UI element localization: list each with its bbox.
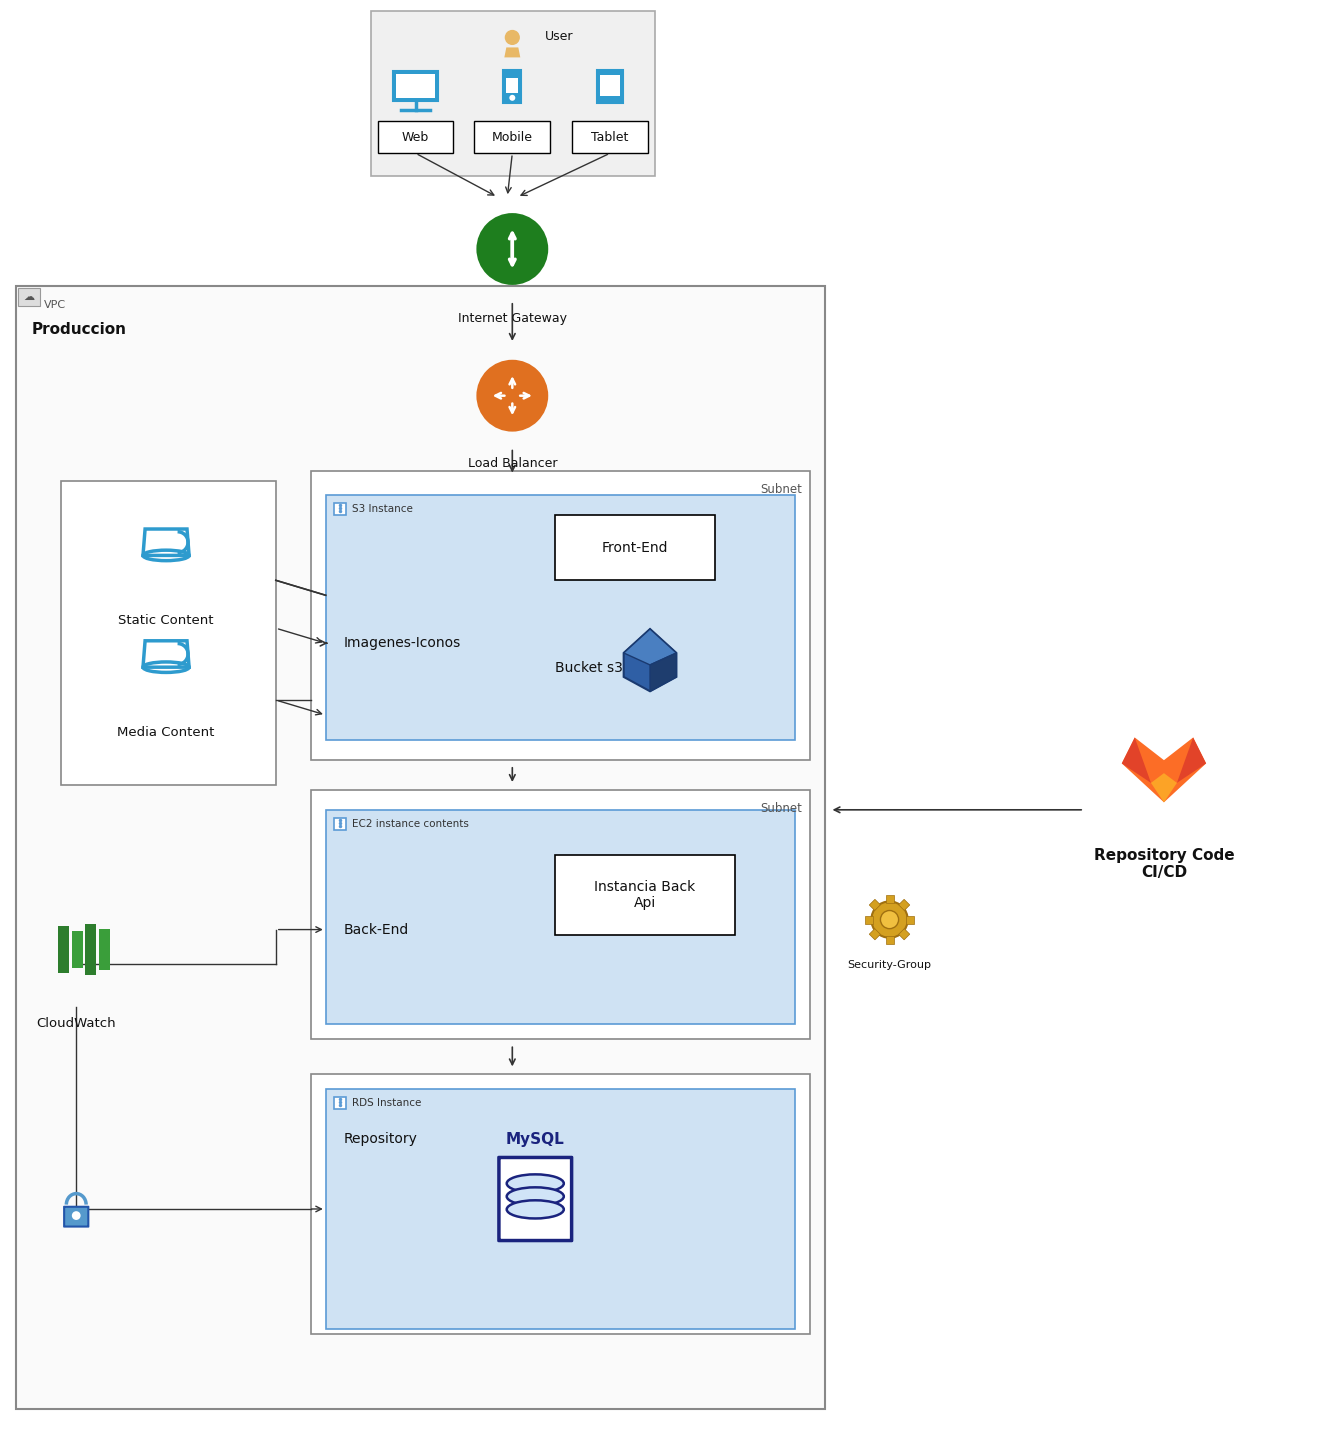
Text: User: User [546,30,574,44]
FancyBboxPatch shape [64,1207,89,1226]
Text: S3 Instance: S3 Instance [351,505,412,515]
FancyBboxPatch shape [334,503,346,515]
Polygon shape [885,895,893,903]
Text: Front-End: Front-End [602,541,668,554]
FancyBboxPatch shape [61,480,276,785]
Text: Instancia Back
Api: Instancia Back Api [595,879,696,910]
Polygon shape [898,929,910,940]
Circle shape [509,94,515,100]
Text: Load Balancer: Load Balancer [468,457,556,470]
Text: Static Content: Static Content [118,614,213,627]
FancyBboxPatch shape [572,122,648,154]
Polygon shape [1122,737,1151,784]
Polygon shape [869,900,880,910]
FancyBboxPatch shape [16,286,824,1409]
Polygon shape [885,936,893,945]
Text: Subnet: Subnet [759,483,802,495]
Text: Repository: Repository [343,1132,417,1146]
Text: RDS Instance: RDS Instance [351,1098,421,1109]
Circle shape [505,30,519,45]
Ellipse shape [506,1187,564,1206]
FancyBboxPatch shape [326,1090,795,1329]
Text: Repository Code
CI/CD: Repository Code CI/CD [1093,847,1235,881]
FancyBboxPatch shape [326,810,795,1024]
Polygon shape [1151,773,1177,802]
FancyBboxPatch shape [311,1074,810,1333]
FancyBboxPatch shape [474,122,550,154]
Text: ☁: ☁ [24,292,34,302]
FancyBboxPatch shape [311,470,810,760]
Text: CloudWatch: CloudWatch [36,1017,117,1030]
Text: Produccion: Produccion [32,322,126,337]
Polygon shape [865,916,873,924]
Polygon shape [898,900,910,910]
Polygon shape [624,628,676,665]
Text: Subnet: Subnet [759,802,802,815]
Ellipse shape [506,1200,564,1219]
FancyBboxPatch shape [600,75,620,96]
Text: EC2 instance contents: EC2 instance contents [351,818,469,829]
FancyBboxPatch shape [326,495,795,740]
Circle shape [477,213,549,284]
Polygon shape [624,628,676,691]
Text: Imagenes-Iconos: Imagenes-Iconos [343,636,461,650]
Text: VPC: VPC [44,300,66,311]
FancyBboxPatch shape [396,74,435,99]
Text: Bucket s3: Bucket s3 [555,662,623,675]
FancyBboxPatch shape [504,70,521,103]
Polygon shape [505,48,521,58]
FancyBboxPatch shape [598,70,623,103]
FancyBboxPatch shape [371,12,655,176]
FancyBboxPatch shape [58,926,69,972]
FancyBboxPatch shape [394,71,439,102]
FancyBboxPatch shape [555,515,716,580]
Text: Web: Web [401,131,429,144]
FancyBboxPatch shape [334,1097,346,1109]
FancyBboxPatch shape [334,818,346,830]
Text: Internet Gateway: Internet Gateway [458,312,567,325]
FancyBboxPatch shape [19,287,40,306]
FancyBboxPatch shape [506,78,518,93]
Polygon shape [651,653,676,691]
Circle shape [72,1212,81,1220]
FancyBboxPatch shape [500,1158,571,1241]
Text: Mobile: Mobile [492,131,533,144]
FancyBboxPatch shape [85,924,97,975]
Circle shape [880,911,898,929]
Text: MySQL: MySQL [506,1132,564,1148]
Polygon shape [869,929,880,940]
Text: Back-End: Back-End [343,923,409,936]
Circle shape [872,901,908,937]
Ellipse shape [506,1174,564,1193]
FancyBboxPatch shape [555,855,735,934]
Polygon shape [906,916,914,924]
FancyBboxPatch shape [378,122,453,154]
FancyBboxPatch shape [98,929,110,971]
Text: Media Content: Media Content [118,726,215,739]
Polygon shape [1122,737,1206,802]
FancyBboxPatch shape [72,932,83,968]
Polygon shape [1177,737,1206,784]
Text: Security-Group: Security-Group [848,959,931,969]
Text: Tablet: Tablet [591,131,629,144]
FancyBboxPatch shape [311,789,810,1039]
Circle shape [477,360,549,431]
